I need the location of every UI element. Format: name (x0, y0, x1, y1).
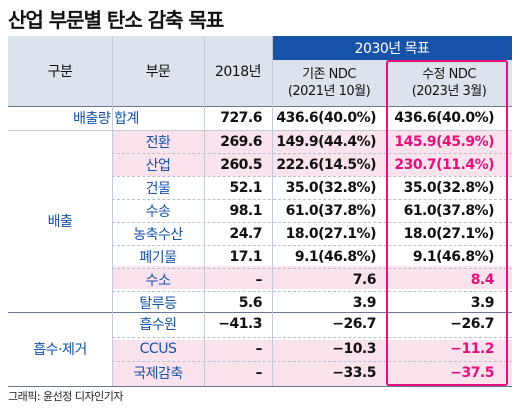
header-revised-ndc-label: 수정 NDC (422, 67, 476, 82)
row-existing: 61.0(37.8%) (285, 202, 377, 219)
row-sector: CCUS (139, 340, 177, 357)
total-2018: 727.6 (220, 110, 262, 126)
row-existing: 35.0(32.8%) (285, 179, 377, 196)
row-revised: −26.7 (450, 316, 494, 333)
row-sector: 전환 (145, 134, 171, 151)
total-existing: 436.6(40.0%) (276, 110, 376, 126)
ndc-table: 구분 부문 2018년 2030년 목표 기존 NDC (2021년 10월) … (8, 36, 512, 387)
row-revised: 61.0(37.8%) (403, 202, 495, 219)
header-divider (8, 106, 512, 107)
row-divider (112, 361, 512, 363)
row-sector: 수송 (145, 203, 171, 220)
vline-2018 (272, 36, 273, 386)
highlight-rows-ccus-intl (112, 340, 512, 386)
graphic-credit: 그래픽: 윤선정 디자인기자 (8, 390, 124, 403)
header-sector: 부문 (112, 36, 204, 106)
total-revised: 436.6(40.0%) (394, 110, 494, 126)
row-2018: 52.1 (229, 179, 262, 196)
row-2018: 260.5 (220, 156, 262, 173)
vline-sector (204, 36, 205, 386)
row-revised: −37.5 (450, 365, 494, 382)
header-existing-ndc: 기존 NDC (2021년 10월) (272, 60, 386, 106)
row-existing: 18.0(27.1%) (285, 225, 377, 242)
group-emission: 배출 (47, 214, 73, 230)
row-sector: 건물 (145, 180, 171, 197)
header-2030-target: 2030년 목표 (272, 36, 512, 60)
row-divider (112, 222, 512, 223)
row-2018: – (255, 365, 263, 382)
header-existing-ndc-label: 기존 NDC (302, 67, 356, 82)
row-revised: 9.1(46.8%) (412, 248, 495, 265)
row-2018: 17.1 (229, 248, 262, 265)
row-existing: −10.3 (332, 340, 376, 357)
row-existing: 3.9 (352, 294, 377, 311)
page-title: 산업 부문별 탄소 감축 목표 (8, 8, 224, 32)
row-existing: −33.5 (332, 365, 376, 382)
table-bottom (8, 386, 512, 387)
row-existing: 222.6(14.5%) (276, 156, 376, 173)
total-divider (8, 130, 512, 131)
row-existing: 9.1(46.8%) (294, 248, 377, 265)
row-2018: 24.7 (229, 225, 262, 242)
row-divider (112, 336, 512, 338)
row-2018: 269.6 (220, 133, 262, 150)
row-divider (112, 245, 512, 246)
header-revised-ndc-date: (2023년 3월) (411, 84, 487, 99)
row-sector: 탈루등 (139, 295, 177, 312)
row-2018: −41.3 (218, 316, 262, 333)
row-divider (112, 268, 512, 269)
row-2018: – (255, 340, 263, 357)
row-divider (112, 199, 512, 200)
row-revised: 145.9(45.9%) (394, 133, 494, 150)
row-divider (112, 291, 512, 292)
header-existing-ndc-date: (2021년 10월) (287, 84, 371, 99)
row-existing: 7.6 (352, 271, 377, 288)
row-revised: −11.2 (450, 340, 494, 357)
row-sector: 산업 (145, 157, 171, 174)
row-sector: 흡수원 (139, 317, 177, 334)
header-group: 구분 (8, 36, 112, 106)
row-divider (112, 176, 512, 177)
row-revised: 3.9 (470, 294, 495, 311)
group-divider (8, 312, 512, 313)
row-existing: 149.9(44.4%) (276, 133, 376, 150)
total-label: 배출량 합계 (73, 111, 139, 127)
row-sector: 국제감축 (133, 366, 183, 383)
vline-group (112, 36, 113, 386)
row-revised: 230.7(11.4%) (394, 156, 494, 173)
row-revised: 8.4 (470, 271, 495, 288)
row-2018: 98.1 (229, 202, 262, 219)
row-revised: 18.0(27.1%) (403, 225, 495, 242)
row-2018: 5.6 (238, 294, 263, 311)
row-2018: – (255, 271, 263, 288)
highlight-row-hydrogen (112, 266, 512, 289)
row-divider (112, 153, 512, 154)
row-sector: 수소 (145, 272, 171, 289)
row-sector: 폐기물 (139, 249, 177, 266)
row-existing: −26.7 (332, 316, 376, 333)
group-absorption: 흡수·제거 (33, 342, 87, 358)
header-revised-ndc: 수정 NDC (2023년 3월) (386, 60, 512, 106)
header-2018: 2018년 (204, 36, 272, 106)
row-sector: 농축수산 (133, 226, 183, 243)
row-revised: 35.0(32.8%) (403, 179, 495, 196)
